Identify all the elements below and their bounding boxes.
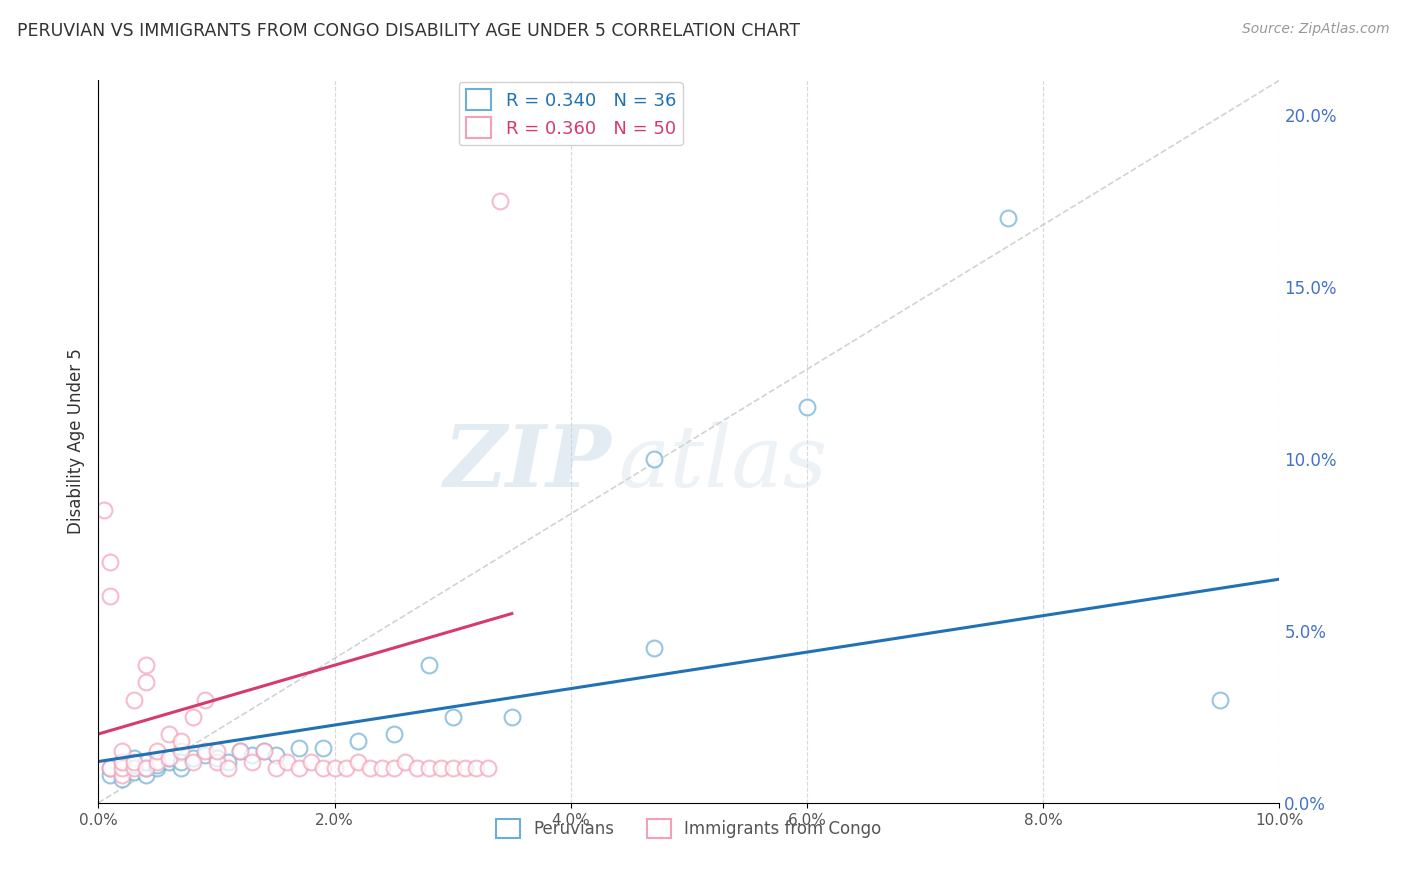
Point (299, 755, 322, 769)
Point (205, 751, 228, 765)
Point (205, 744, 228, 758)
Point (98, 761, 121, 775)
Point (170, 744, 193, 758)
Text: atlas: atlas (619, 422, 827, 505)
Point (122, 758, 145, 772)
Point (135, 768, 157, 782)
Point (135, 755, 157, 769)
Point (264, 747, 287, 762)
Legend: Peruvians, Immigrants from Congo: Peruvians, Immigrants from Congo (489, 813, 889, 845)
Point (371, 761, 394, 775)
Point (359, 761, 381, 775)
Point (453, 761, 475, 775)
Point (240, 755, 263, 769)
Text: PERUVIAN VS IMMIGRANTS FROM CONGO DISABILITY AGE UNDER 5 CORRELATION CHART: PERUVIAN VS IMMIGRANTS FROM CONGO DISABI… (17, 22, 800, 40)
Point (157, 727, 180, 741)
Point (146, 755, 169, 769)
Point (146, 744, 169, 758)
Point (122, 755, 145, 769)
Point (643, 451, 665, 466)
Point (288, 761, 311, 775)
Point (135, 761, 157, 775)
Point (181, 710, 204, 724)
Point (418, 761, 440, 775)
Point (441, 710, 464, 724)
Point (111, 744, 134, 758)
Y-axis label: Disability Age Under 5: Disability Age Under 5 (66, 349, 84, 534)
Text: Source: ZipAtlas.com: Source: ZipAtlas.com (1241, 22, 1389, 37)
Point (194, 692, 217, 706)
Point (347, 755, 370, 769)
Point (264, 761, 287, 775)
Point (98, 761, 121, 775)
Point (253, 744, 276, 758)
Point (441, 761, 464, 775)
Point (217, 761, 239, 775)
Point (122, 764, 145, 779)
Point (229, 744, 252, 758)
Point (323, 761, 346, 775)
Point (181, 755, 204, 769)
Text: ZIP: ZIP (444, 421, 612, 505)
Point (111, 761, 134, 775)
Point (501, 710, 523, 724)
Point (194, 744, 217, 758)
Point (170, 761, 193, 775)
Point (122, 692, 145, 706)
Point (135, 761, 157, 775)
Point (170, 755, 193, 769)
Point (205, 755, 228, 769)
Point (157, 755, 180, 769)
Point (135, 658, 157, 673)
Point (347, 734, 370, 748)
Point (98, 590, 121, 604)
Point (335, 761, 357, 775)
Point (240, 747, 263, 762)
Point (796, 400, 818, 414)
Point (253, 744, 276, 758)
Point (146, 758, 169, 772)
Point (394, 755, 416, 769)
Point (122, 751, 145, 765)
Point (288, 740, 311, 755)
Point (430, 761, 453, 775)
Point (111, 755, 134, 769)
Point (146, 761, 169, 775)
Point (170, 734, 193, 748)
Point (217, 755, 239, 769)
Point (98, 768, 121, 782)
Point (111, 768, 134, 782)
Point (489, 194, 512, 208)
Point (135, 675, 157, 690)
Point (418, 658, 440, 673)
Point (98, 555, 121, 569)
Point (111, 755, 134, 769)
Point (276, 755, 298, 769)
Point (312, 761, 335, 775)
Point (122, 761, 145, 775)
Point (157, 751, 180, 765)
Point (194, 747, 217, 762)
Point (1209, 692, 1232, 706)
Point (312, 740, 335, 755)
Point (93, 503, 115, 517)
Point (181, 751, 204, 765)
Point (382, 727, 405, 741)
Point (111, 772, 134, 786)
Point (406, 761, 429, 775)
Point (229, 744, 252, 758)
Point (477, 761, 499, 775)
Point (465, 761, 488, 775)
Point (643, 640, 665, 655)
Point (382, 761, 405, 775)
Point (997, 211, 1019, 225)
Point (157, 751, 180, 765)
